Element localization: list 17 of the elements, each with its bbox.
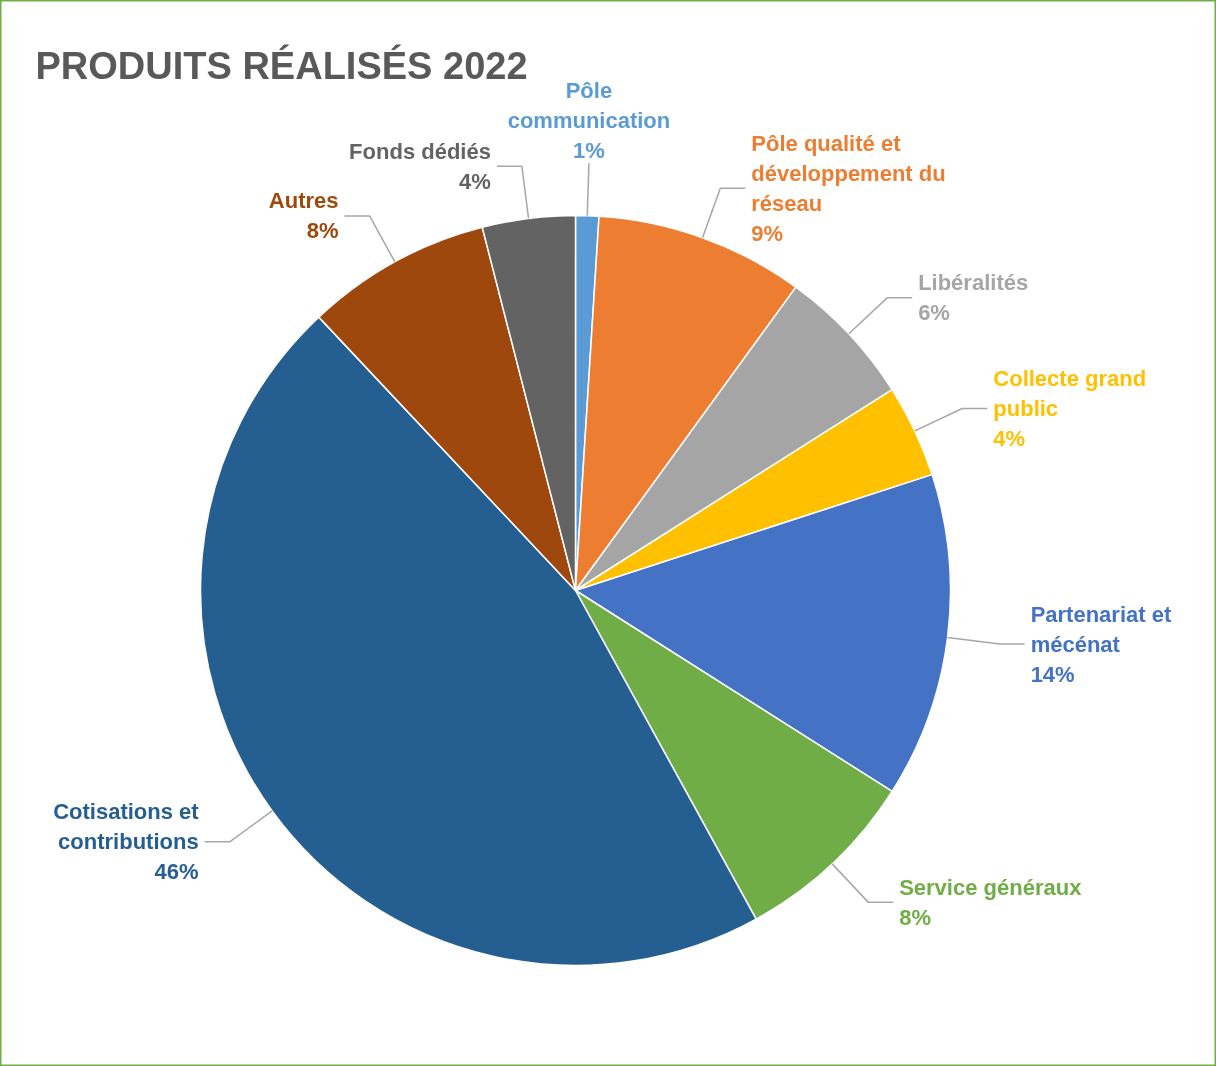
slice-label: Service généraux [899,874,1083,900]
data-label: 8% [306,218,339,244]
slice-label: Collecte grand public [993,365,1147,421]
data-label: 1% [573,138,605,164]
data-label: 46% [154,859,199,885]
data-label: 14% [1030,661,1075,687]
data-label: 9% [751,220,784,246]
data-label: 8% [899,904,931,930]
slice-label: Cotisations et contributions [53,799,200,855]
slice-label: Fonds dédiés [349,138,491,164]
data-label: 6% [918,300,950,326]
slice-label: Partenariat et mécénat [1030,601,1172,657]
slice-label: Pôle qualité et développement du réseau [751,130,946,216]
slice-label: Autres [268,188,339,214]
data-label: 4% [993,425,1026,451]
data-label: 4% [459,168,491,194]
slice-label: Libéralités [918,270,1029,296]
